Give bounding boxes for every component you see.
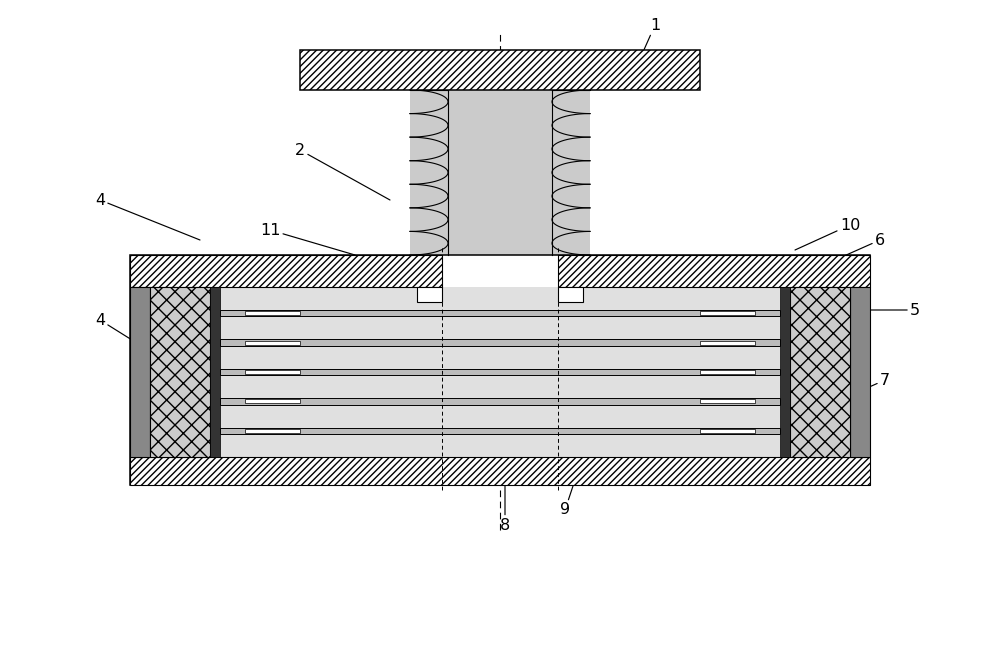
Bar bbox=[300, 50, 700, 90]
Bar bbox=[245, 429, 300, 433]
Bar bbox=[700, 312, 755, 315]
Bar bbox=[220, 310, 780, 316]
Bar bbox=[245, 399, 300, 403]
Bar bbox=[130, 255, 870, 485]
Bar bbox=[245, 312, 300, 315]
Bar bbox=[220, 369, 780, 376]
Bar bbox=[130, 287, 150, 457]
Bar bbox=[220, 339, 780, 346]
Bar bbox=[700, 429, 755, 433]
Bar bbox=[700, 399, 755, 403]
Bar bbox=[558, 287, 583, 302]
Text: 6: 6 bbox=[835, 232, 885, 260]
Text: 10: 10 bbox=[795, 218, 860, 250]
Bar bbox=[220, 398, 780, 405]
Bar bbox=[210, 287, 220, 457]
Bar bbox=[220, 287, 780, 457]
Bar bbox=[700, 370, 755, 374]
Bar bbox=[417, 287, 442, 302]
Bar bbox=[790, 287, 850, 457]
Text: 7: 7 bbox=[840, 372, 890, 400]
Text: 4: 4 bbox=[95, 312, 180, 370]
Bar bbox=[245, 370, 300, 374]
Bar bbox=[558, 255, 870, 287]
Bar bbox=[780, 287, 790, 457]
Bar bbox=[410, 90, 590, 255]
Text: 4: 4 bbox=[95, 193, 200, 240]
Text: 9: 9 bbox=[560, 465, 580, 517]
Bar bbox=[130, 255, 442, 287]
Bar bbox=[700, 341, 755, 345]
Bar bbox=[220, 428, 780, 434]
Text: 5: 5 bbox=[860, 302, 920, 317]
Text: 11: 11 bbox=[260, 222, 355, 255]
Text: 1: 1 bbox=[635, 18, 660, 70]
Bar bbox=[245, 341, 300, 345]
Text: 2: 2 bbox=[295, 143, 390, 200]
Text: 8: 8 bbox=[500, 485, 510, 533]
Bar bbox=[150, 287, 210, 457]
Bar bbox=[130, 457, 870, 485]
Bar bbox=[850, 287, 870, 457]
